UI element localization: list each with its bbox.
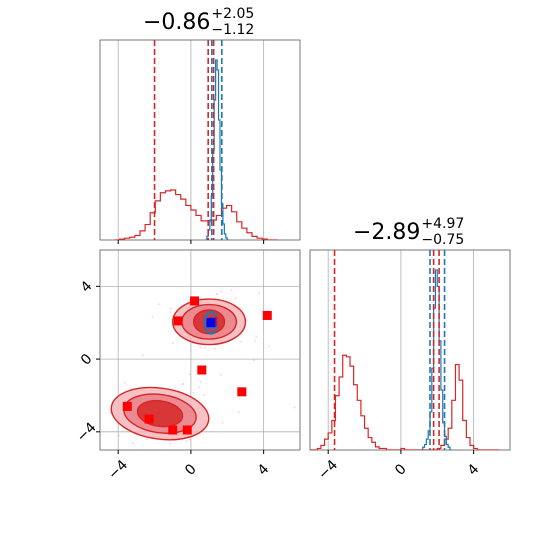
sample-dot: [182, 383, 184, 386]
blue-marker: [206, 318, 216, 328]
panel2d-ytick-label-2: 4: [78, 278, 96, 296]
title-param1: −0.86 +2.05 −1.12: [143, 6, 254, 38]
title-param2: −2.89 +4.97 −0.75: [353, 216, 464, 248]
sample-dot: [216, 293, 218, 295]
red-marker-3: [262, 310, 272, 320]
hist2-xtick-label-2: 4: [465, 461, 483, 479]
title-param2-minus: −0.75: [421, 232, 465, 248]
sample-dot: [230, 289, 233, 291]
sample-dot: [203, 394, 205, 396]
blue-contour: [203, 310, 219, 335]
sample-dot: [268, 345, 270, 348]
sample-dot: [255, 335, 258, 338]
hist2-red-hist-step: [310, 354, 500, 450]
sample-dot: [169, 442, 172, 445]
sample-dot: [238, 411, 240, 414]
sample-dot: [220, 374, 222, 376]
histogram-panel-param1: [99, 39, 301, 244]
sample-dot: [142, 354, 144, 357]
red-marker-8: [168, 425, 178, 435]
title-param1-minus: −1.12: [211, 22, 255, 38]
sample-dot: [253, 359, 255, 362]
title-param1-median: −0.86: [143, 10, 211, 35]
title-param2-median: −2.89: [353, 220, 421, 245]
red-marker-4: [197, 365, 207, 375]
panel2d-ytick-label-1: 0: [78, 351, 96, 369]
hist2-content: [310, 250, 500, 450]
hist2-xtick-label-0: −4: [315, 457, 341, 483]
red-marker-6: [122, 401, 132, 411]
hist1-blue-hist-step: [205, 59, 229, 240]
sample-dot: [188, 438, 191, 441]
red-marker-7: [144, 414, 154, 424]
sample-dot: [110, 411, 112, 414]
sample-dot: [221, 421, 224, 424]
sample-dot: [124, 382, 126, 384]
sample-dot: [169, 311, 172, 314]
sample-dot: [245, 319, 248, 322]
sample-dot: [198, 386, 200, 389]
sample-dot: [186, 301, 189, 304]
sample-dot: [118, 434, 120, 437]
sample-dot: [293, 406, 296, 409]
sample-dot: [234, 297, 236, 300]
sample-dot: [220, 291, 223, 293]
panel2d-ytick-label-0: −4: [74, 420, 100, 446]
title-param2-plus: +4.97: [421, 216, 465, 232]
hist2-blue-hist-step: [420, 269, 452, 450]
sample-dot: [95, 441, 97, 443]
panel2d-content: [95, 289, 296, 445]
sample-dot: [170, 307, 172, 310]
histogram-panel-param2: −4 0 4: [309, 249, 511, 483]
sample-dot: [217, 431, 219, 433]
red-marker-9: [182, 425, 192, 435]
red-marker-5: [237, 387, 247, 397]
sample-dot: [240, 340, 242, 343]
panel2d-xtick-label-1: 0: [182, 461, 200, 479]
hist1-frame: [99, 39, 301, 241]
red-marker-1: [173, 316, 183, 326]
sample-dot: [95, 383, 97, 385]
sample-dot: [214, 347, 216, 350]
sample-dot: [158, 303, 160, 305]
sample-dot: [132, 442, 134, 444]
sample-dot: [146, 438, 148, 441]
red-marker-0: [190, 296, 200, 306]
sample-dot: [185, 440, 188, 442]
sample-dot: [258, 292, 260, 295]
hist2-xtick-label-1: 0: [392, 461, 410, 479]
sample-dot: [199, 346, 202, 349]
hist1-content: [114, 40, 278, 240]
sample-dot: [199, 380, 202, 383]
panel2d-xtick-label-0: −4: [105, 457, 131, 483]
scatter-panel-2d: −4 0 4 −4 0 4: [74, 249, 301, 483]
hist2-frame: [309, 249, 511, 451]
sample-dot: [172, 342, 174, 344]
sample-dot: [151, 315, 154, 318]
panel2d-xtick-label-2: 4: [255, 461, 273, 479]
panel2d-frame: [99, 249, 301, 451]
sample-dot: [192, 392, 194, 394]
title-param1-plus: +2.05: [211, 6, 255, 22]
sample-dot: [182, 382, 184, 385]
hist1-red-hist-step: [114, 189, 278, 240]
sample-dot: [254, 340, 256, 342]
sample-dot: [188, 373, 191, 376]
sample-dot: [189, 348, 191, 350]
sample-dot: [204, 347, 206, 349]
